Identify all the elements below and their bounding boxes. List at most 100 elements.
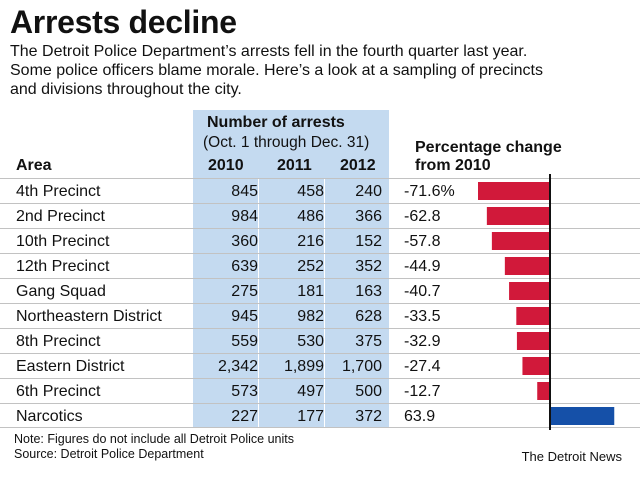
column-separator <box>258 379 259 403</box>
percent-change-cell: 63.9 <box>404 408 436 425</box>
arrests-2012-cell: 163 <box>355 283 382 300</box>
arrests-2011-cell: 216 <box>297 233 324 250</box>
column-separator <box>258 304 259 328</box>
column-header-2012: 2012 <box>340 157 376 174</box>
description-line: Some police officers blame morale. Here’… <box>10 62 543 79</box>
percent-change-bar <box>537 382 550 400</box>
table-row: Gang Squad 275 181 163 -40.7 <box>0 278 640 303</box>
arrests-2012-cell: 1,700 <box>341 358 382 375</box>
percent-change-cell: -33.5 <box>404 308 441 325</box>
arrests-2012-cell: 375 <box>355 333 382 350</box>
column-separator <box>324 354 325 378</box>
arrests-2012-cell: 500 <box>355 383 382 400</box>
percent-change-cell: -12.7 <box>404 383 441 400</box>
arrests-2011-cell: 252 <box>297 258 324 275</box>
percent-change-bar <box>486 207 550 225</box>
column-separator <box>324 329 325 353</box>
percent-change-bar <box>491 232 550 250</box>
column-group-label: Number of arrests <box>207 114 345 131</box>
column-separator <box>324 204 325 228</box>
arrests-2010-cell: 984 <box>231 208 258 225</box>
column-separator <box>324 379 325 403</box>
percent-change-bar <box>550 407 615 425</box>
arrests-2012-cell: 372 <box>355 408 382 425</box>
arrests-2012-cell: 240 <box>355 183 382 200</box>
change-header-line1: Percentage change <box>415 139 562 156</box>
arrests-2010-cell: 573 <box>231 383 258 400</box>
arrests-2011-cell: 982 <box>297 308 324 325</box>
publisher-credit: The Detroit News <box>521 449 622 464</box>
column-header-2011: 2011 <box>277 157 312 174</box>
table-row: 6th Precinct 573 497 500 -12.7 <box>0 378 640 403</box>
column-group-sublabel: (Oct. 1 through Dec. 31) <box>203 134 370 151</box>
zero-axis-line <box>549 174 551 430</box>
arrests-2010-cell: 639 <box>231 258 258 275</box>
area-cell: 2nd Precinct <box>16 208 105 225</box>
source-line: Source: Detroit Police Department <box>14 447 204 461</box>
table-row: Eastern District 2,342 1,899 1,700 -27.4 <box>0 353 640 378</box>
area-cell: Narcotics <box>16 408 83 425</box>
chart-title: Arrests decline <box>10 4 237 40</box>
area-cell: 12th Precinct <box>16 258 110 275</box>
column-separator <box>258 179 259 203</box>
table-row: 4th Precinct 845 458 240 -71.6% <box>0 178 640 203</box>
column-separator <box>258 354 259 378</box>
arrests-2010-cell: 559 <box>231 333 258 350</box>
area-cell: 10th Precinct <box>16 233 110 250</box>
column-separator <box>324 404 325 427</box>
percent-change-bars <box>478 182 615 425</box>
arrests-2011-cell: 1,899 <box>283 358 324 375</box>
percent-change-cell: -40.7 <box>404 283 441 300</box>
area-cell: 8th Precinct <box>16 333 101 350</box>
arrests-2010-cell: 227 <box>231 408 258 425</box>
description-line: The Detroit Police Department’s arrests … <box>10 43 528 60</box>
table-row: 12th Precinct 639 252 352 -44.9 <box>0 253 640 278</box>
column-separator <box>324 229 325 253</box>
percent-change-cell: -71.6% <box>404 183 455 200</box>
arrests-2010-cell: 845 <box>231 183 258 200</box>
percent-change-bar <box>504 257 550 275</box>
column-separator <box>258 279 259 303</box>
table-row: 2nd Precinct 984 486 366 -62.8 <box>0 203 640 228</box>
area-cell: Gang Squad <box>16 283 106 300</box>
column-separator <box>258 404 259 427</box>
table-row: Narcotics 227 177 372 63.9 <box>0 403 640 428</box>
column-header-2010: 2010 <box>208 157 244 174</box>
arrests-2010-cell: 945 <box>231 308 258 325</box>
chart-description: The Detroit Police Department’s arrests … <box>10 42 635 99</box>
arrests-2011-cell: 177 <box>297 408 324 425</box>
change-header-line2: from 2010 <box>415 157 491 174</box>
arrests-2010-cell: 360 <box>231 233 258 250</box>
arrests-2012-cell: 352 <box>355 258 382 275</box>
column-separator <box>258 254 259 278</box>
area-cell: Eastern District <box>16 358 125 375</box>
column-header-area: Area <box>16 157 52 174</box>
percent-change-bar <box>522 357 550 375</box>
description-line: and divisions throughout the city. <box>10 81 242 98</box>
arrests-column-shade <box>193 110 389 428</box>
percent-change-bar <box>516 332 550 350</box>
arrests-2010-cell: 2,342 <box>217 358 258 375</box>
percent-change-cell: -27.4 <box>404 358 441 375</box>
arrests-2012-cell: 152 <box>355 233 382 250</box>
footnote: Note: Figures do not include all Detroit… <box>14 432 295 446</box>
column-separator <box>324 279 325 303</box>
column-separator <box>324 254 325 278</box>
table-row: 10th Precinct 360 216 152 -57.8 <box>0 228 640 253</box>
percent-change-cell: -44.9 <box>404 258 441 275</box>
table-row: 8th Precinct 559 530 375 -32.9 <box>0 328 640 353</box>
area-cell: 6th Precinct <box>16 383 101 400</box>
column-separator <box>324 304 325 328</box>
arrests-2011-cell: 181 <box>297 283 324 300</box>
arrests-2012-cell: 628 <box>355 308 382 325</box>
column-separator <box>258 329 259 353</box>
arrests-2011-cell: 497 <box>297 383 324 400</box>
percent-change-cell: -62.8 <box>404 208 441 225</box>
arrests-2010-cell: 275 <box>231 283 258 300</box>
arrests-2011-cell: 458 <box>297 183 324 200</box>
arrests-2011-cell: 486 <box>297 208 324 225</box>
percent-change-bar <box>516 307 550 325</box>
percent-change-cell: -32.9 <box>404 333 441 350</box>
arrests-2012-cell: 366 <box>355 208 382 225</box>
table-row: Northeastern District 945 982 628 -33.5 <box>0 303 640 328</box>
